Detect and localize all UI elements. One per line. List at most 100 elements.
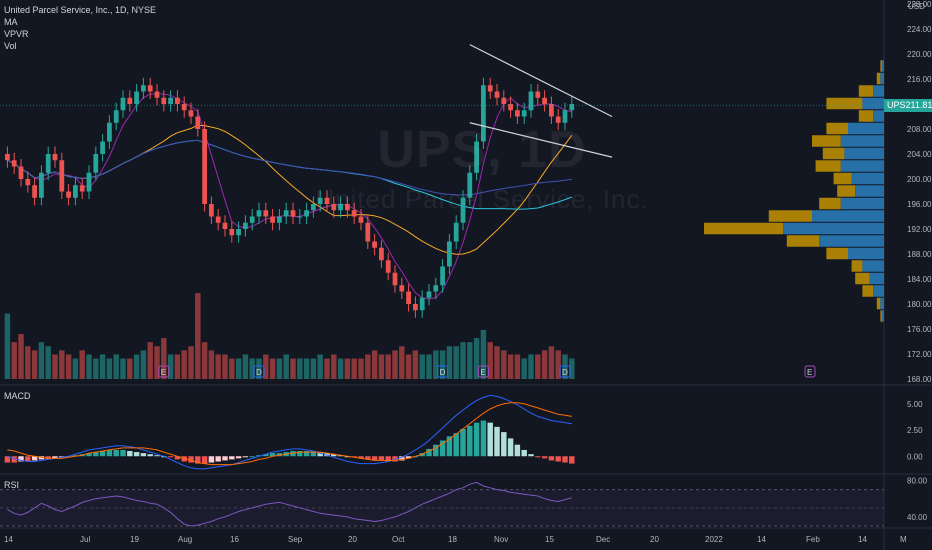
- trendline: [469, 44, 613, 118]
- volume-bar: [297, 358, 303, 379]
- macd-histogram-bar: [535, 456, 541, 458]
- candle-body: [453, 222, 459, 242]
- price-axis-tick: 168.00: [907, 375, 932, 384]
- last-price-tag: UPS 211.81: [884, 99, 932, 112]
- candle-body: [113, 110, 119, 123]
- volume-bar: [167, 354, 174, 379]
- candle-body: [392, 272, 398, 286]
- vpvr-bar-up: [873, 285, 884, 297]
- event-marker: [477, 365, 489, 378]
- volume-bar: [269, 358, 276, 379]
- candle-body: [127, 97, 133, 104]
- time-axis-tick: M: [900, 535, 907, 544]
- macd-histogram-bar: [317, 452, 323, 457]
- vpvr-bar-down: [815, 160, 841, 172]
- vpvr-bar-down: [858, 85, 874, 97]
- macd-histogram-bar: [201, 456, 208, 464]
- vpvr-bar-up: [819, 235, 884, 247]
- volume-bar: [283, 354, 289, 379]
- volume-bar: [385, 354, 391, 379]
- volume-bar: [405, 354, 412, 379]
- volume-bar: [392, 350, 398, 379]
- volume-bar: [11, 342, 17, 379]
- volume-bar: [480, 329, 487, 379]
- macd-histogram-bar: [188, 456, 194, 463]
- candle-body: [79, 185, 85, 192]
- vpvr-bar-down: [858, 110, 874, 122]
- macd-histogram-bar: [378, 456, 385, 461]
- volume-bar: [174, 354, 181, 379]
- volume-bar: [113, 354, 119, 379]
- legend-vol[interactable]: Vol: [4, 41, 17, 51]
- volume-bar: [195, 293, 201, 379]
- vpvr-bar-up: [848, 247, 884, 260]
- candle-body: [467, 172, 473, 198]
- candle-body: [549, 104, 554, 117]
- candle-body: [154, 91, 160, 98]
- macd-histogram-bar: [521, 449, 527, 457]
- macd-histogram-bar: [528, 454, 534, 457]
- macd-histogram-bar: [269, 453, 276, 457]
- macd-histogram-bar: [473, 422, 480, 457]
- volume-bar: [263, 354, 269, 379]
- macd-histogram-bar: [290, 451, 296, 457]
- candle-body: [107, 122, 112, 142]
- trendline: [469, 122, 613, 158]
- volume-bar: [38, 342, 45, 379]
- rsi-pane-label[interactable]: RSI: [4, 480, 20, 490]
- macd-histogram-bar: [167, 456, 174, 458]
- candle-body: [100, 141, 105, 154]
- volume-bar: [324, 358, 330, 379]
- macd-histogram-bar: [276, 453, 283, 457]
- volume-bar: [501, 350, 507, 379]
- macd-histogram-bar: [399, 456, 405, 461]
- candle-body: [426, 291, 432, 298]
- time-axis-tick: Feb: [806, 535, 820, 544]
- legend-ma[interactable]: MA: [4, 17, 18, 27]
- macd-histogram-bar: [242, 456, 249, 458]
- volume-bar: [399, 346, 405, 379]
- price-axis-tick: 200.00: [907, 175, 932, 184]
- candle-body: [569, 104, 575, 111]
- vpvr-bar-down: [819, 197, 841, 210]
- candle-body: [175, 97, 180, 104]
- candle-body: [419, 297, 425, 311]
- candle-body: [168, 97, 173, 104]
- candle-body: [474, 141, 479, 173]
- vpvr-bar-down: [833, 172, 852, 185]
- vpvr-bar-up: [882, 310, 884, 322]
- vpvr-bar-up: [873, 110, 884, 122]
- candle-body: [399, 285, 405, 292]
- volume-bar: [337, 358, 344, 379]
- candle-body: [181, 104, 187, 111]
- macd-histogram-bar: [297, 451, 303, 457]
- volume-bar: [555, 350, 561, 379]
- candle-body: [270, 216, 275, 223]
- macd-histogram-bar: [11, 456, 17, 463]
- candle-body: [311, 204, 316, 211]
- macd-pane-label[interactable]: MACD: [4, 391, 31, 401]
- volume-bar: [446, 346, 453, 379]
- candle-body: [11, 160, 17, 167]
- price-axis-tick: 192.00: [907, 225, 932, 234]
- volume-bar: [358, 358, 364, 379]
- candle-body: [188, 110, 194, 117]
- candle-body: [494, 91, 500, 98]
- vpvr-bar-down: [786, 235, 820, 247]
- vpvr-bar-down: [704, 222, 784, 235]
- macd-histogram-bar: [365, 456, 371, 460]
- macd-histogram-bar: [229, 456, 235, 460]
- vpvr-bar-down: [826, 247, 848, 260]
- volume-bar: [412, 350, 419, 379]
- symbol-title[interactable]: United Parcel Service, Inc., 1D, NYSE: [4, 5, 157, 15]
- volume-bar: [317, 354, 323, 379]
- volume-bar: [4, 313, 11, 379]
- macd-histogram-bar: [324, 453, 330, 457]
- vpvr-bar-down: [862, 285, 874, 297]
- macd-histogram-bar: [562, 456, 568, 463]
- macd-histogram-bar: [419, 453, 425, 457]
- legend-vpvr[interactable]: VPVR: [4, 29, 29, 39]
- candle-body: [236, 229, 241, 236]
- candle-body: [338, 204, 343, 211]
